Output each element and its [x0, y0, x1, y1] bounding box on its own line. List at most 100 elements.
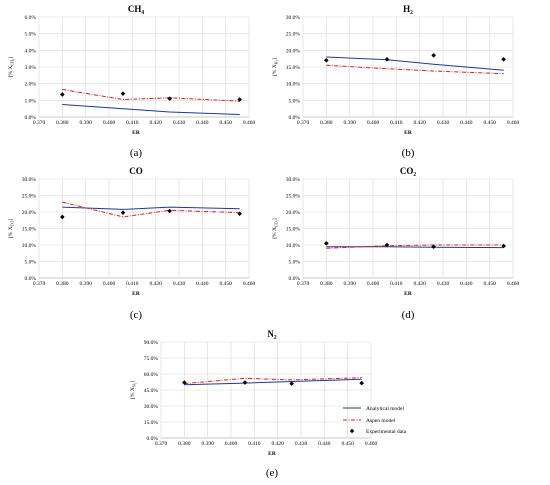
x-tick-label: 0.440	[460, 120, 473, 126]
y-tick-label: 0.0%	[25, 276, 37, 282]
x-tick-label: 0.390	[343, 281, 356, 287]
x-tick-label: 0.460	[507, 120, 520, 126]
aspen-model-line	[62, 201, 240, 218]
y-axis-label: [% XCO]	[8, 219, 15, 238]
x-tick-label: 0.390	[79, 120, 92, 126]
y-tick-label: 10.0%	[22, 243, 37, 249]
x-tick-label: 0.400	[103, 281, 116, 287]
y-tick-label: 20.0%	[286, 210, 301, 216]
chart-panel-5: 0.370 0.380 0.390 0.400 0.410 0.420 0.430 0.440…	[130, 329, 377, 479]
panel-label: (c)	[130, 309, 143, 321]
experimental-data-point	[359, 380, 364, 386]
x-tick-label: 0.370	[33, 281, 46, 287]
x-tick-label: 0.370	[297, 281, 310, 287]
experimental-data-point	[167, 96, 172, 101]
y-tick-label: 6.0%	[25, 15, 37, 21]
y-axis-label: [% XH₂]	[272, 58, 279, 76]
panel-label: (d)	[402, 309, 415, 321]
y-tick-label: 0.0%	[147, 436, 159, 442]
y-tick-label: 30.0%	[22, 177, 37, 183]
y-tick-label: 20.0%	[22, 210, 37, 216]
y-tick-label: 45.0%	[144, 388, 159, 394]
experimental-data-point	[431, 244, 436, 249]
x-tick-label: 0.390	[343, 120, 356, 126]
x-tick-label: 0.420	[149, 120, 162, 126]
x-tick-label: 0.380	[56, 281, 69, 287]
y-tick-label: 90.0%	[144, 340, 159, 346]
x-tick-label: 0.430	[173, 281, 186, 287]
x-tick-label: 0.420	[413, 120, 426, 126]
aspen-model-line	[62, 89, 240, 102]
y-tick-label: 5.0%	[289, 98, 301, 104]
chart-panel-1: 0.370 0.380 0.390 0.400 0.410 0.420 0.430 0.440…	[8, 4, 255, 159]
y-tick-label: 4.0%	[25, 48, 37, 54]
panel-label: (e)	[266, 467, 279, 479]
x-tick-label: 0.430	[437, 281, 450, 287]
y-tick-label: 5.0%	[25, 260, 37, 266]
x-tick-label: 0.440	[460, 281, 473, 287]
charts-group: 0.370 0.380 0.390 0.400 0.410 0.420 0.430 0.440…	[8, 4, 519, 479]
y-tick-label: 15.0%	[286, 65, 301, 71]
experimental-data-point	[324, 241, 329, 246]
legend-experimental-label: Experimental data	[366, 429, 407, 435]
x-axis-label: ER	[132, 291, 141, 297]
y-tick-label: 25.0%	[22, 194, 37, 200]
x-axis-label: ER	[404, 291, 413, 297]
x-tick-label: 0.390	[201, 441, 214, 447]
x-tick-label: 0.380	[320, 120, 333, 126]
x-tick-label: 0.400	[103, 120, 116, 126]
chart-title: CO₂	[400, 166, 417, 176]
y-tick-label: 30.0%	[286, 177, 301, 183]
y-tick-label: 30.0%	[286, 15, 301, 21]
y-tick-label: 1.0%	[25, 98, 37, 104]
x-tick-label: 0.400	[225, 441, 238, 447]
y-axis-label: [% XCO₂]	[272, 218, 279, 239]
legend-analytical-label: Analytical model	[366, 406, 405, 412]
chart-panel-4: 0.370 0.380 0.390 0.400 0.410 0.420 0.430 0.440…	[272, 166, 519, 321]
x-tick-label: 0.370	[33, 120, 46, 126]
x-tick-label: 0.460	[243, 281, 256, 287]
y-axis-label: [% XCH₄]	[8, 57, 15, 78]
experimental-data-point	[120, 210, 126, 215]
y-tick-label: 15.0%	[286, 227, 301, 233]
x-tick-label: 0.450	[341, 441, 354, 447]
y-tick-label: 0.0%	[289, 115, 301, 121]
chart-panel-2: 0.370 0.380 0.390 0.400 0.410 0.420 0.430 0.440…	[272, 4, 519, 159]
y-tick-label: 75.0%	[144, 356, 159, 362]
x-tick-label: 0.420	[413, 281, 426, 287]
x-tick-label: 0.380	[56, 120, 69, 126]
analytical-model-line	[62, 206, 240, 210]
panel-label: (a)	[130, 147, 143, 159]
y-tick-label: 5.0%	[289, 260, 301, 266]
y-tick-label: 10.0%	[286, 82, 301, 88]
aspen-model-line	[326, 64, 504, 75]
x-tick-label: 0.460	[507, 281, 520, 287]
aspen-model-line	[326, 244, 504, 249]
experimental-data-point	[384, 242, 390, 248]
x-axis-label: ER	[132, 130, 141, 136]
x-tick-label: 0.430	[173, 120, 186, 126]
y-tick-label: 15.0%	[22, 227, 37, 233]
experimental-data-point	[60, 214, 65, 220]
panel-label: (b)	[402, 147, 415, 159]
analytical-model-line	[326, 56, 504, 71]
legend: Analytical model Aspen model Experimenta…	[343, 406, 407, 435]
x-tick-label: 0.380	[178, 441, 191, 447]
legend-experimental-marker	[349, 428, 355, 434]
x-tick-label: 0.410	[126, 120, 139, 126]
y-tick-label: 2.0%	[25, 82, 37, 88]
experimental-data-point	[289, 381, 294, 386]
y-tick-label: 0.0%	[289, 276, 301, 282]
experimental-data-point	[167, 208, 172, 214]
y-tick-label: 0.0%	[25, 115, 37, 121]
x-tick-label: 0.440	[196, 120, 209, 126]
experimental-data-point	[501, 243, 506, 249]
x-tick-label: 0.380	[320, 281, 333, 287]
x-axis-label: ER	[268, 451, 277, 457]
x-tick-label: 0.410	[248, 441, 261, 447]
x-tick-label: 0.420	[271, 441, 284, 447]
x-tick-label: 0.410	[126, 281, 139, 287]
legend-aspen-label: Aspen model	[366, 418, 396, 424]
y-axis-label: [% XN₂]	[130, 381, 137, 399]
